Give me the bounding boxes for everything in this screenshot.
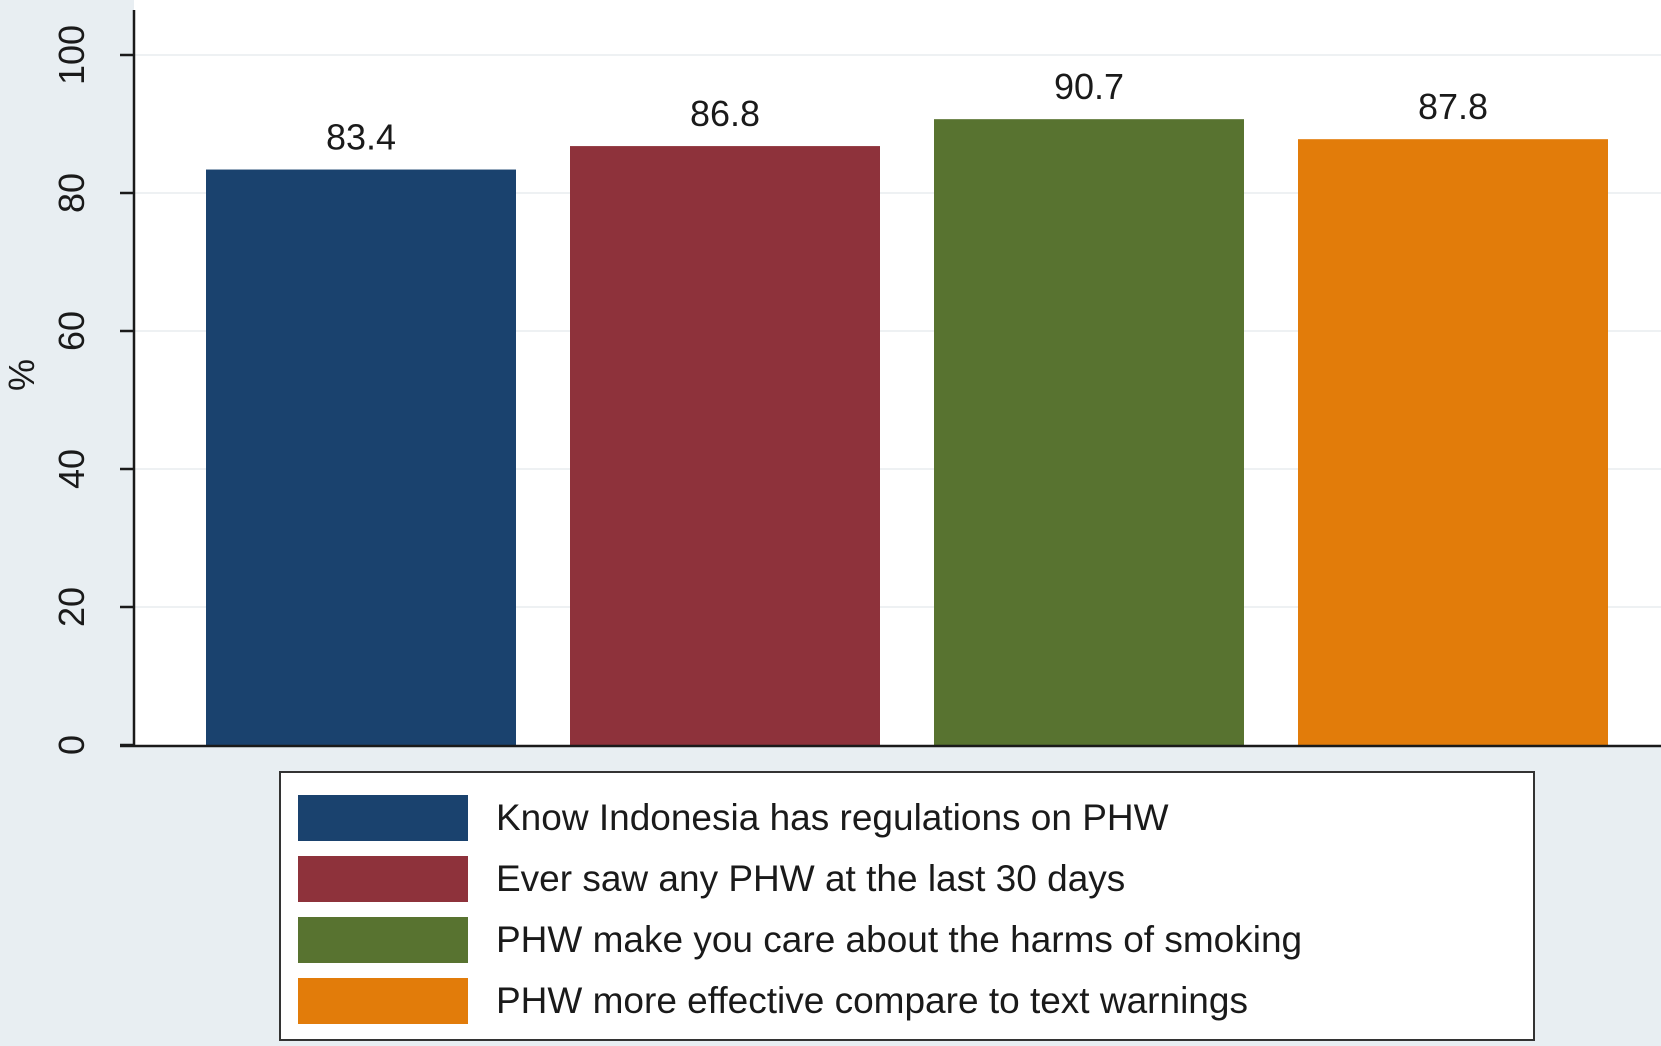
bar-value-label: 86.8 bbox=[690, 93, 760, 134]
y-tick-label: 0 bbox=[51, 735, 92, 755]
bar bbox=[206, 169, 516, 746]
bar bbox=[570, 146, 880, 745]
legend-label: PHW make you care about the harms of smo… bbox=[496, 919, 1302, 960]
legend-swatch bbox=[298, 917, 468, 963]
bar-value-label: 87.8 bbox=[1418, 86, 1488, 127]
bars bbox=[206, 119, 1608, 746]
y-axis-label: % bbox=[1, 359, 42, 391]
bar-value-label: 83.4 bbox=[326, 117, 396, 158]
legend-swatch bbox=[298, 856, 468, 902]
y-tick-label: 40 bbox=[51, 449, 92, 489]
legend-box bbox=[279, 771, 1535, 1041]
legend-swatch bbox=[298, 795, 468, 841]
y-tick-label: 60 bbox=[51, 311, 92, 351]
legend-swatch bbox=[298, 978, 468, 1024]
bar-value-label: 90.7 bbox=[1054, 66, 1124, 107]
legend-label: Know Indonesia has regulations on PHW bbox=[496, 797, 1169, 838]
y-tick-label: 80 bbox=[51, 173, 92, 213]
legend: Know Indonesia has regulations on PHW Eve… bbox=[279, 771, 1535, 1041]
y-tick-label: 100 bbox=[51, 25, 92, 85]
y-axis: 0 20 40 60 80 100 bbox=[51, 10, 1661, 755]
data-labels: 83.4 86.8 90.7 87.8 bbox=[326, 66, 1488, 157]
legend-label: Ever saw any PHW at the last 30 days bbox=[496, 858, 1125, 899]
bar bbox=[1298, 139, 1608, 745]
bar bbox=[934, 119, 1244, 746]
legend-label: PHW more effective compare to text warni… bbox=[496, 980, 1248, 1021]
y-tick-label: 20 bbox=[51, 587, 92, 627]
